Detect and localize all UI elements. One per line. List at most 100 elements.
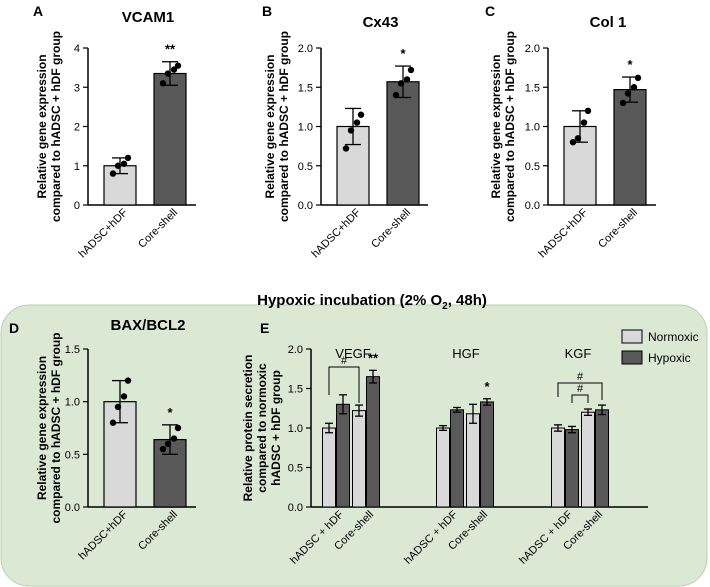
panel-a-significance: ** — [165, 42, 176, 57]
panel-e-hash-mark: # — [341, 355, 348, 367]
panel-b-data-point — [407, 66, 415, 74]
panel-a-data-point — [164, 70, 172, 77]
panel-e-bar — [595, 409, 609, 508]
panel-a-bar — [153, 72, 187, 206]
panel-a-letter: A — [33, 3, 43, 19]
panel-e-bar — [366, 376, 380, 508]
panel-c-data-point — [619, 99, 627, 107]
panel-c-data-point — [580, 119, 588, 126]
panel-b-y-tick-label: 1.0 — [298, 122, 313, 134]
panel-b-title: Cx43 — [363, 14, 399, 31]
panel-a-data-point — [114, 162, 122, 169]
panel-b-data-point — [353, 119, 361, 126]
panel-e-bar — [450, 409, 464, 508]
panel-e-bar — [581, 411, 595, 508]
panel-b-y-tick-label: 0.5 — [298, 161, 313, 173]
panel-d-letter: D — [9, 320, 19, 336]
panel-c-y-axis-label: compared to hADSC + hDF group — [503, 31, 517, 222]
panel-a-data-point — [124, 154, 132, 162]
panel-c-letter: C — [485, 3, 495, 19]
panel-b-y-axis-label: Relative gene expression — [263, 54, 277, 198]
panel-d-y-axis-label: compared to hADSC + hDF group — [49, 332, 63, 523]
panel-b-bar — [386, 81, 420, 206]
panel-a-data-point — [170, 66, 178, 73]
panel-b-x-tick-label: Core-shell — [369, 207, 413, 251]
panel-c-y-tick-label: 0.0 — [525, 200, 540, 212]
panel-d-y-tick-label: 1.5 — [65, 344, 80, 356]
panel-d-data-point — [170, 435, 178, 442]
panel-d-data-point — [174, 424, 182, 432]
panel-c-bar — [613, 89, 647, 206]
panel-d-y-tick-label: 0.5 — [65, 449, 80, 461]
panel-a-y-axis-label: Relative gene expression — [35, 54, 49, 198]
panel-e-y-tick-label: 0.0 — [288, 502, 303, 514]
panel-a-x-tick-label: Core-shell — [136, 207, 180, 251]
panel-e-bar — [466, 413, 480, 508]
panel-a-y-tick-label: 2 — [74, 122, 80, 134]
panel-b-y-tick-label: 2.0 — [298, 43, 313, 55]
panel-a-y-tick-label: 4 — [74, 43, 80, 55]
panel-e-bar — [322, 427, 336, 508]
panel-e-significance: * — [484, 379, 490, 394]
panel-c-y-tick-label: 2.0 — [525, 43, 540, 55]
panel-d-y-tick-label: 1.0 — [65, 397, 80, 409]
panel-e-bar — [352, 410, 366, 508]
panel-d-y-tick-label: 0.0 — [65, 502, 80, 514]
panel-c-data-point — [574, 135, 582, 142]
panel-e-legend-label: Hypoxic — [648, 351, 691, 365]
panel-a-title: VCAM1 — [122, 9, 175, 26]
panel-c-data-point — [584, 107, 592, 115]
panel-e-y-axis-label: compared to normoxic — [255, 363, 269, 493]
panel-c-significance: * — [627, 57, 633, 72]
panel-c-y-tick-label: 0.5 — [525, 161, 540, 173]
panel-b-data-point — [347, 127, 355, 134]
panel-e-y-tick-label: 0.5 — [288, 463, 303, 475]
panel-b-data-point — [397, 80, 405, 87]
panel-e-bar — [551, 427, 565, 508]
panel-a-data-point — [109, 170, 117, 177]
panel-e-y-axis-label: Relative protein secretion — [241, 355, 255, 502]
panel-b-data-point — [342, 145, 350, 152]
panel-e-legend-swatch — [621, 329, 643, 344]
panel-a-data-point — [120, 160, 128, 167]
panel-e-y-axis-label: hADSC + hDF group — [269, 370, 283, 486]
panel-e-hash-mark: # — [577, 371, 584, 383]
panel-b-data-point — [403, 76, 411, 83]
panel-a-data-point — [159, 80, 167, 87]
panel-d-y-axis-label: Relative gene expression — [35, 356, 49, 500]
panel-a-y-tick-label: 3 — [74, 82, 80, 94]
panel-e-comparison-bracket — [571, 394, 589, 403]
panel-a-y-tick-label: 1 — [74, 161, 80, 173]
panel-c-y-axis-label: Relative gene expression — [489, 54, 503, 198]
hypoxic-section-title: Hypoxic incubation (2% O2, 48h) — [257, 292, 487, 312]
panel-e-bar — [480, 401, 494, 508]
panel-e-y-tick-label: 1.0 — [288, 423, 303, 435]
panel-e-comparison-bracket — [557, 382, 603, 400]
panel-e-y-tick-label: 1.5 — [288, 384, 303, 396]
panel-c-x-tick-label: hADSC+hDF — [536, 206, 590, 260]
panel-e-bar — [436, 427, 450, 508]
panel-c-data-point — [624, 90, 632, 97]
panel-e-bar — [565, 429, 579, 508]
panel-e-significance: ** — [368, 350, 379, 365]
panel-b-y-tick-label: 0.0 — [298, 200, 313, 212]
panel-e-comparison-bracket — [328, 366, 360, 403]
panel-a-y-tick-label: 0 — [74, 200, 80, 212]
panel-b-x-tick-label: hADSC+hDF — [309, 206, 363, 260]
panel-d-data-point — [164, 440, 172, 447]
panel-e-group-label: VEGF — [335, 346, 370, 361]
panel-b-significance: * — [400, 46, 406, 61]
panel-e-bar — [336, 403, 350, 508]
panel-c-data-point — [634, 74, 642, 82]
panel-c-data-point — [630, 84, 638, 91]
panel-c-title: Col 1 — [590, 14, 627, 31]
panel-d-title: BAX/BCL2 — [110, 317, 185, 334]
panel-e-group-label: HGF — [452, 346, 480, 361]
panel-d-significance: * — [167, 405, 173, 420]
panel-c-data-point — [569, 139, 577, 146]
panel-b-letter: B — [262, 3, 272, 19]
panel-d-data-point — [109, 419, 117, 426]
panel-a-data-point — [174, 62, 182, 69]
panel-e-group-label: KGF — [565, 346, 592, 361]
